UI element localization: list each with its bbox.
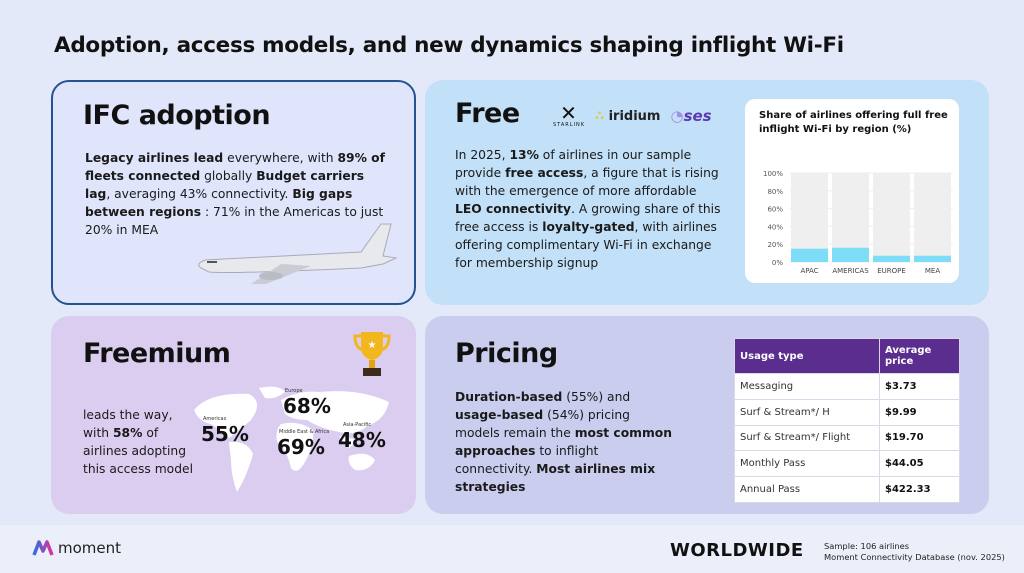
footer: moment WORLDWIDE Sample: 106 airlines Mo…	[0, 525, 1024, 573]
table-row: Surf & Stream*/ Flight $19.70	[734, 424, 960, 452]
highlight-text: Duration-based	[455, 390, 563, 404]
body-text: , a figure that is rising with the emerg…	[455, 166, 719, 198]
body-text: of airlines adopting this access model	[83, 426, 193, 476]
highlight-text: Most airlines mix strategies	[455, 462, 656, 494]
chart-title: Share of airlines offering full free inf…	[759, 110, 948, 135]
highlight-text: free access	[505, 166, 584, 180]
bar-background	[791, 173, 828, 262]
x-tick-label: APAC	[800, 267, 818, 275]
freemium-text: leads the way, with 58% of airlines adop…	[83, 406, 197, 478]
world-map	[194, 386, 389, 492]
y-tick-label: 0%	[772, 259, 783, 267]
column-header: Average price	[879, 338, 960, 374]
bar-background	[832, 173, 869, 262]
column-header: Usage type	[734, 338, 880, 374]
free-wifi-chart: Share of airlines offering full free inf…	[745, 99, 959, 283]
body-text: of airlines in our sample provide	[455, 148, 692, 180]
highlight-text: LEO connectivity	[455, 202, 572, 216]
table-row: Annual Pass $422.33	[734, 476, 960, 503]
usage-type: Messaging	[734, 373, 880, 400]
body-text: (55%) and	[562, 390, 631, 404]
sample-size: Sample: 106 airlines	[824, 541, 910, 551]
usage-type: Monthly Pass	[734, 450, 880, 478]
highlight-text: 58%	[113, 426, 143, 440]
body-text: . A growing share of this free access is	[455, 202, 721, 234]
price: $19.70	[879, 424, 960, 452]
table-row: Surf & Stream*/ H $9.99	[734, 398, 960, 426]
bar-americas	[832, 247, 869, 262]
price: $3.73	[879, 373, 960, 400]
x-tick-label: MEA	[925, 267, 940, 275]
highlight-text: Legacy airlines lead	[85, 151, 224, 165]
starlink-logo: ✕ STARLINK	[553, 101, 586, 128]
body-text: , averaging 43% connectivity.	[106, 187, 293, 201]
highlight-text: loyalty-gated	[542, 220, 635, 234]
price: $9.99	[879, 398, 960, 426]
y-tick-label: 60%	[767, 206, 783, 214]
page-title: Adoption, access models, and new dynamic…	[54, 33, 844, 58]
y-tick-label: 100%	[763, 170, 783, 178]
airplane-icon	[198, 223, 398, 284]
adoption-heading: IFC adoption	[83, 100, 271, 131]
y-tick-label: 20%	[767, 241, 783, 249]
body-text: to inflight connectivity.	[455, 444, 599, 476]
iridium-logo: ∴ iridium	[595, 108, 661, 124]
body-text: : 71% in the Americas to just 20% in MEA	[85, 205, 384, 237]
body-text: everywhere, with	[223, 151, 338, 165]
adoption-text: Legacy airlines lead everywhere, with 89…	[85, 149, 385, 239]
y-tick-label: 40%	[767, 223, 783, 231]
source-note: Sample: 106 airlines Moment Connectivity…	[824, 541, 1005, 563]
highlight-text: Budget carriers lag	[85, 169, 365, 201]
ifc-adoption-card: IFC adoption Legacy airlines lead everyw…	[51, 80, 416, 305]
pricing-table: Usage type Average price Messaging $3.73 …	[734, 338, 960, 503]
scope-label: WORLDWIDE	[670, 540, 804, 561]
y-tick-label: 80%	[767, 188, 783, 196]
svg-text:★: ★	[368, 340, 377, 351]
body-text: , with airlines offering complimentary W…	[455, 220, 717, 270]
x-tick-label: AMERICAS	[832, 267, 869, 275]
x-tick-label: EUROPE	[877, 267, 906, 275]
highlight-text: most common approaches	[455, 426, 672, 458]
bar-mea	[914, 255, 951, 262]
free-heading: Free	[455, 98, 520, 129]
trophy-icon: ★	[353, 332, 391, 376]
data-source: Moment Connectivity Database (nov. 2025)	[824, 552, 1005, 562]
pricing-heading: Pricing	[455, 338, 558, 369]
bar-apac	[791, 248, 828, 262]
bar-background	[914, 173, 951, 262]
pricing-text: Duration-based (55%) and usage-based (54…	[455, 388, 675, 496]
freemium-card: Freemium ★ leads the way, with 58% of ai…	[51, 316, 416, 514]
usage-type: Annual Pass	[734, 476, 880, 503]
highlight-text: Big gaps between regions	[85, 187, 353, 219]
body-text: (54%) pricing models remain the	[455, 408, 630, 440]
brand-name: moment	[58, 539, 122, 557]
table-row: Messaging $3.73	[734, 373, 960, 400]
highlight-text: 13%	[509, 148, 539, 162]
pricing-card: Pricing Duration-based (55%) and usage-b…	[425, 316, 989, 514]
freemium-heading: Freemium	[83, 338, 231, 369]
body-text: In 2025,	[455, 148, 510, 162]
free-card: Free ✕ STARLINK ∴ iridium ◔ses In 2025, 1…	[425, 80, 989, 305]
price: $44.05	[879, 450, 960, 478]
usage-type: Surf & Stream*/ H	[734, 398, 880, 426]
table-row: Monthly Pass $44.05	[734, 450, 960, 478]
price: $422.33	[879, 476, 960, 503]
moment-logo-icon	[32, 540, 54, 556]
ses-logo: ◔ses	[670, 107, 712, 125]
body-text: globally	[200, 169, 257, 183]
body-text: leads the way, with	[83, 408, 173, 440]
free-text: In 2025, 13% of airlines in our sample p…	[455, 146, 725, 272]
bar-europe	[873, 255, 910, 262]
highlight-text: usage-based	[455, 408, 544, 422]
moment-logo: moment	[32, 539, 121, 557]
highlight-text: 89% of fleets connected	[85, 151, 385, 183]
bar-background	[873, 173, 910, 262]
usage-type: Surf & Stream*/ Flight	[734, 424, 880, 452]
